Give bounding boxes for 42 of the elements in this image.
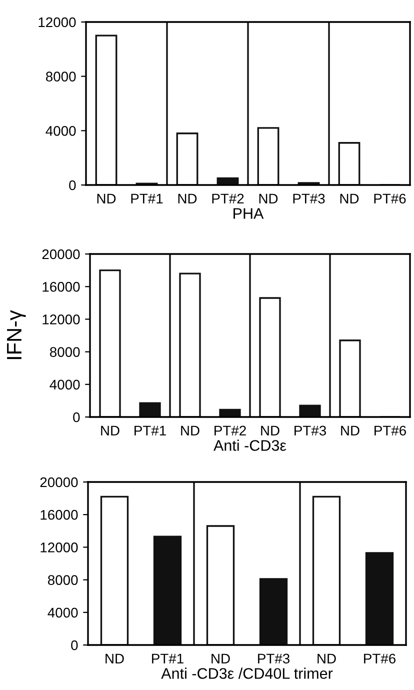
- y-tick-label: 0: [71, 640, 78, 650]
- y-tick-label: 20000: [40, 477, 78, 488]
- y-tick-label: 16000: [42, 282, 80, 292]
- y-tick-label: 12000: [38, 17, 76, 28]
- y-tick-label: 4000: [46, 126, 76, 136]
- y-tick-label: 16000: [40, 510, 78, 520]
- x-tick-label: PT#1: [131, 194, 163, 204]
- y-tick-label: 8000: [46, 72, 76, 82]
- x-tick-label: ND: [212, 654, 230, 664]
- x-axis-title: Anti -CD3ε /CD40L trimer: [161, 668, 333, 679]
- y-tick-label: 8000: [48, 575, 78, 585]
- x-tick-label: ND: [178, 194, 197, 204]
- y-axis-title: IFN-γ: [7, 310, 26, 360]
- x-tick-label: PT#1: [134, 426, 166, 436]
- y-tick-label: 12000: [42, 314, 80, 324]
- y-tick-label: 12000: [40, 542, 78, 552]
- x-tick-label: ND: [97, 194, 116, 204]
- x-tick-label: ND: [340, 194, 359, 204]
- x-tick-label: ND: [259, 194, 278, 204]
- x-tick-label: PT#2: [212, 194, 244, 204]
- x-tick-label: PT#6: [374, 194, 406, 204]
- y-tick-label: 8000: [50, 347, 80, 357]
- y-tick-label: 0: [73, 412, 80, 422]
- x-tick-label: ND: [261, 426, 280, 436]
- x-tick-label: PT#3: [293, 194, 325, 204]
- x-tick-label: ND: [318, 654, 336, 664]
- x-tick-label: PT#2: [214, 426, 246, 436]
- x-tick-label: ND: [101, 426, 120, 436]
- x-tick-label: PT#3: [258, 654, 290, 664]
- x-axis-title: Anti -CD3ε: [214, 440, 286, 451]
- y-tick-label: 20000: [42, 249, 80, 260]
- y-tick-label: 4000: [48, 608, 78, 618]
- y-tick-label: 4000: [50, 380, 80, 390]
- x-tick-label: PT#6: [374, 426, 406, 436]
- x-tick-label: ND: [341, 426, 360, 436]
- x-tick-label: ND: [181, 426, 200, 436]
- x-tick-label: PT#6: [364, 654, 396, 664]
- x-tick-label: ND: [106, 654, 124, 664]
- x-tick-label: PT#1: [152, 654, 184, 664]
- x-tick-label: PT#3: [294, 426, 326, 436]
- x-axis-title: PHA: [234, 208, 264, 219]
- y-tick-label: 0: [69, 180, 76, 190]
